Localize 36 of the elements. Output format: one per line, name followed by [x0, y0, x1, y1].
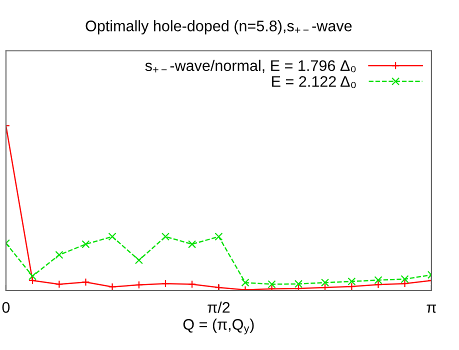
point	[188, 240, 196, 248]
point	[134, 256, 143, 264]
point	[161, 280, 170, 288]
x-axis-title: Q = (π,Q$_{y}$)	[183, 318, 254, 334]
point	[134, 280, 143, 289]
x-tick-label: 0	[2, 302, 10, 313]
point	[28, 276, 37, 284]
point	[294, 280, 303, 288]
point	[268, 284, 276, 290]
chart-title: Optimally hole-doped (n=5.8),s$_{+−}$-wave	[86, 20, 352, 34]
point	[374, 276, 382, 284]
point	[400, 280, 409, 288]
legend-label: s$_{+−}$-wave/normal, E = 1.796 Δ₀	[145, 60, 356, 73]
point	[82, 240, 90, 248]
point	[188, 280, 196, 288]
point	[82, 278, 90, 286]
point	[55, 280, 64, 288]
point	[348, 277, 356, 286]
x-tick-label: π	[426, 304, 436, 313]
point	[348, 282, 356, 290]
point	[108, 232, 116, 241]
point	[55, 250, 64, 259]
point	[108, 282, 116, 290]
point	[161, 232, 170, 241]
point	[294, 284, 303, 290]
point	[214, 232, 223, 241]
point	[400, 275, 409, 284]
point	[28, 272, 37, 280]
point	[320, 284, 330, 290]
point	[268, 280, 276, 288]
legend-label: E = 2.122 Δ₀	[272, 76, 356, 88]
point	[241, 278, 250, 287]
point	[320, 278, 330, 287]
point	[214, 284, 223, 290]
x-tick-label: π/2	[208, 302, 230, 313]
point	[374, 280, 382, 289]
